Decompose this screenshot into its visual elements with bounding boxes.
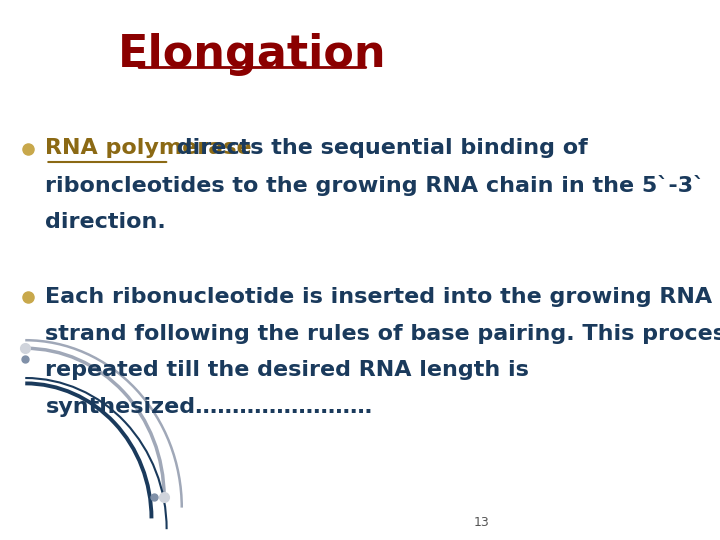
- Text: synthesized……………………: synthesized……………………: [45, 397, 372, 417]
- Text: Each ribonucleotide is inserted into the growing RNA: Each ribonucleotide is inserted into the…: [45, 287, 713, 307]
- Text: direction.: direction.: [45, 212, 166, 232]
- Text: RNA polymerase: RNA polymerase: [45, 138, 252, 159]
- Text: directs the sequential binding of: directs the sequential binding of: [169, 138, 588, 159]
- Text: Elongation: Elongation: [118, 32, 387, 76]
- Text: repeated till the desired RNA length is: repeated till the desired RNA length is: [45, 360, 529, 381]
- Text: 13: 13: [474, 516, 490, 529]
- Text: riboncleotides to the growing RNA chain in the 5`-3`: riboncleotides to the growing RNA chain …: [45, 175, 705, 195]
- Text: strand following the rules of base pairing. This process is: strand following the rules of base pairi…: [45, 323, 720, 344]
